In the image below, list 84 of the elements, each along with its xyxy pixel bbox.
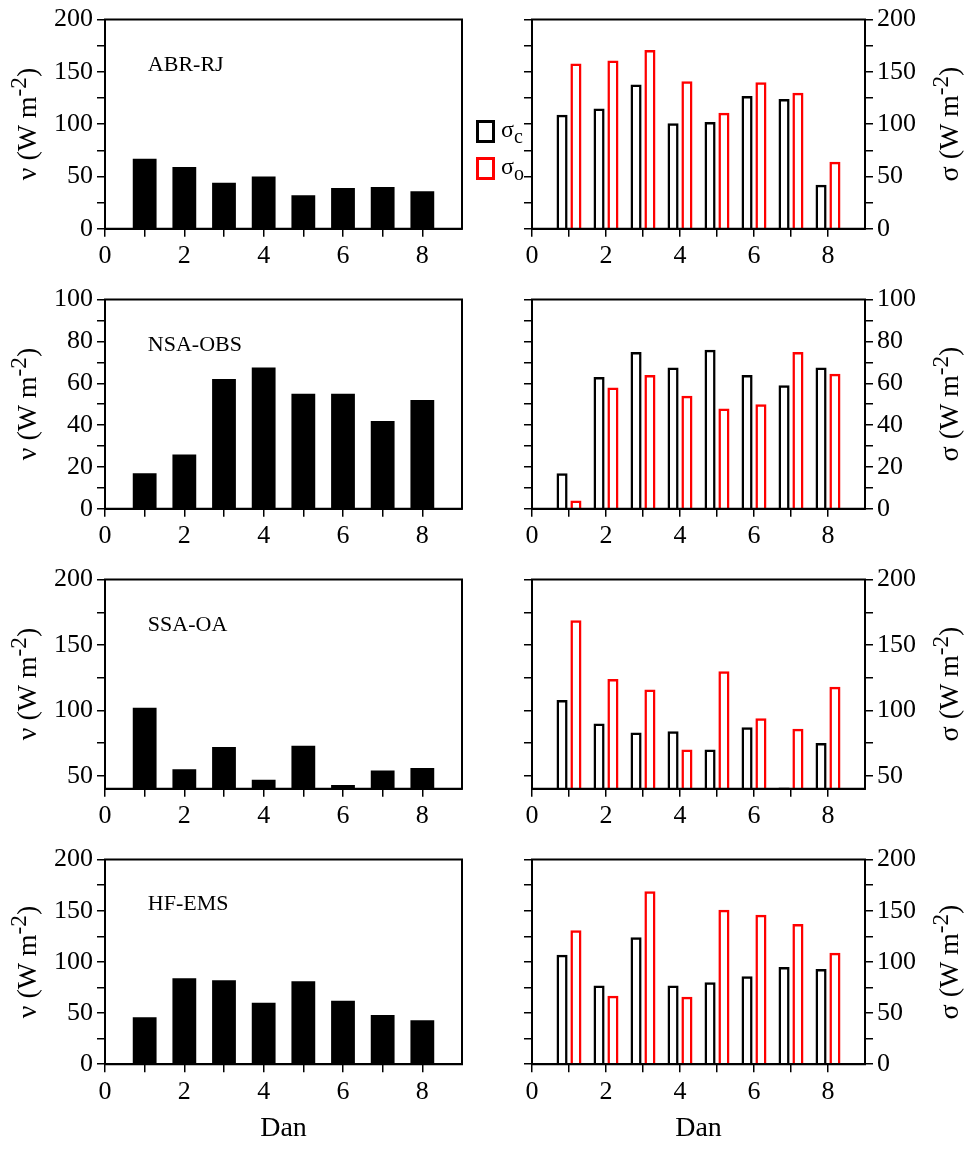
x-tick-label: 4 (257, 1075, 271, 1105)
y2-tick-label: 20 (877, 450, 903, 480)
x-tick-label: 8 (821, 1075, 835, 1105)
y2-tick-label: 200 (877, 563, 916, 593)
x-tick-label: 6 (336, 240, 350, 270)
x-tick-label: 2 (599, 520, 613, 550)
x-tick-label: 6 (336, 520, 350, 550)
y2-tick-label: 100 (877, 108, 916, 138)
y-tick-label: 200 (54, 843, 93, 873)
x-tick-label: 8 (821, 240, 835, 270)
y-tick-label: 0 (80, 492, 93, 522)
annotation: SSA-OA (147, 611, 228, 637)
y-tick-label: 100 (54, 283, 93, 313)
x-tick-label: 2 (177, 800, 191, 830)
y2-tick-label: 100 (877, 283, 916, 313)
y-tick-label: 150 (54, 55, 93, 85)
x-tick-label: 8 (415, 1075, 429, 1105)
y2-tick-label: 40 (877, 408, 903, 438)
x-tick-label: 2 (177, 520, 191, 550)
y2-tick-label: 50 (877, 759, 903, 789)
y2-tick-label: 50 (877, 160, 903, 190)
x-tick-label: 4 (673, 520, 687, 550)
x-tick-label: 8 (821, 520, 835, 550)
y2-tick-label: 100 (877, 694, 916, 724)
x-tick-label: 4 (257, 520, 271, 550)
annotation: HF-EMS (147, 890, 229, 916)
y2-tick-label: 0 (877, 1048, 890, 1078)
x-tick-label: 4 (673, 240, 687, 270)
y2-tick-label: 200 (877, 3, 916, 33)
y-tick-label: 100 (54, 108, 93, 138)
y-tick-label: 200 (54, 563, 93, 593)
x-tick-label: 0 (525, 240, 539, 270)
x-tick-label: 4 (257, 240, 271, 270)
y2-tick-label: 200 (877, 843, 916, 873)
y-tick-label: 100 (54, 694, 93, 724)
y-tick-label: 0 (80, 212, 93, 242)
y-tick-label: 100 (54, 945, 93, 975)
x-tick-label: 6 (747, 240, 761, 270)
y-tick-label: 50 (67, 996, 93, 1026)
y-tick-label: 0 (80, 1048, 93, 1078)
x-tick-label: 0 (525, 520, 539, 550)
x-tick-label: 4 (673, 1075, 687, 1105)
x-axis-title: Dan (675, 1110, 722, 1142)
annotation: NSA-OBS (147, 331, 242, 357)
y2-tick-label: 100 (877, 945, 916, 975)
y2-tick-label: 150 (877, 894, 916, 924)
y2-tick-label: 0 (877, 492, 890, 522)
y-tick-label: 20 (67, 450, 93, 480)
x-tick-label: 6 (747, 1075, 761, 1105)
legend-label: σ$_{c}$ (501, 115, 523, 147)
y-tick-label: 40 (67, 408, 93, 438)
y2-tick-label: 80 (877, 325, 903, 355)
x-tick-label: 2 (599, 240, 613, 270)
x-tick-label: 0 (525, 1075, 539, 1105)
y-tick-label: 50 (67, 160, 93, 190)
y2-tick-label: 150 (877, 55, 916, 85)
x-tick-label: 0 (525, 800, 539, 830)
y-tick-label: 150 (54, 894, 93, 924)
annotation: ABR-RJ (147, 51, 225, 77)
x-tick-label: 6 (747, 520, 761, 550)
x-axis-title: Dan (260, 1110, 307, 1142)
x-tick-label: 2 (177, 1075, 191, 1105)
y-tick-label: 60 (67, 367, 93, 397)
x-tick-label: 6 (336, 800, 350, 830)
y-tick-label: 200 (54, 3, 93, 33)
x-tick-label: 4 (257, 800, 271, 830)
legend-label: σ$_{o}$ (501, 152, 524, 184)
x-tick-label: 6 (747, 800, 761, 830)
y2-tick-label: 0 (877, 212, 890, 242)
x-tick-label: 2 (177, 240, 191, 270)
x-tick-label: 2 (599, 1075, 613, 1105)
x-tick-label: 8 (415, 240, 429, 270)
y-tick-label: 150 (54, 628, 93, 658)
y-tick-label: 50 (67, 759, 93, 789)
x-tick-label: 8 (415, 520, 429, 550)
x-tick-label: 8 (415, 800, 429, 830)
y2-tick-label: 50 (877, 996, 903, 1026)
x-tick-label: 4 (673, 800, 687, 830)
y2-tick-label: 60 (877, 367, 903, 397)
x-tick-label: 6 (336, 1075, 350, 1105)
x-tick-label: 8 (821, 800, 835, 830)
y2-tick-label: 150 (877, 628, 916, 658)
x-tick-label: 2 (599, 800, 613, 830)
y-tick-label: 80 (67, 325, 93, 355)
